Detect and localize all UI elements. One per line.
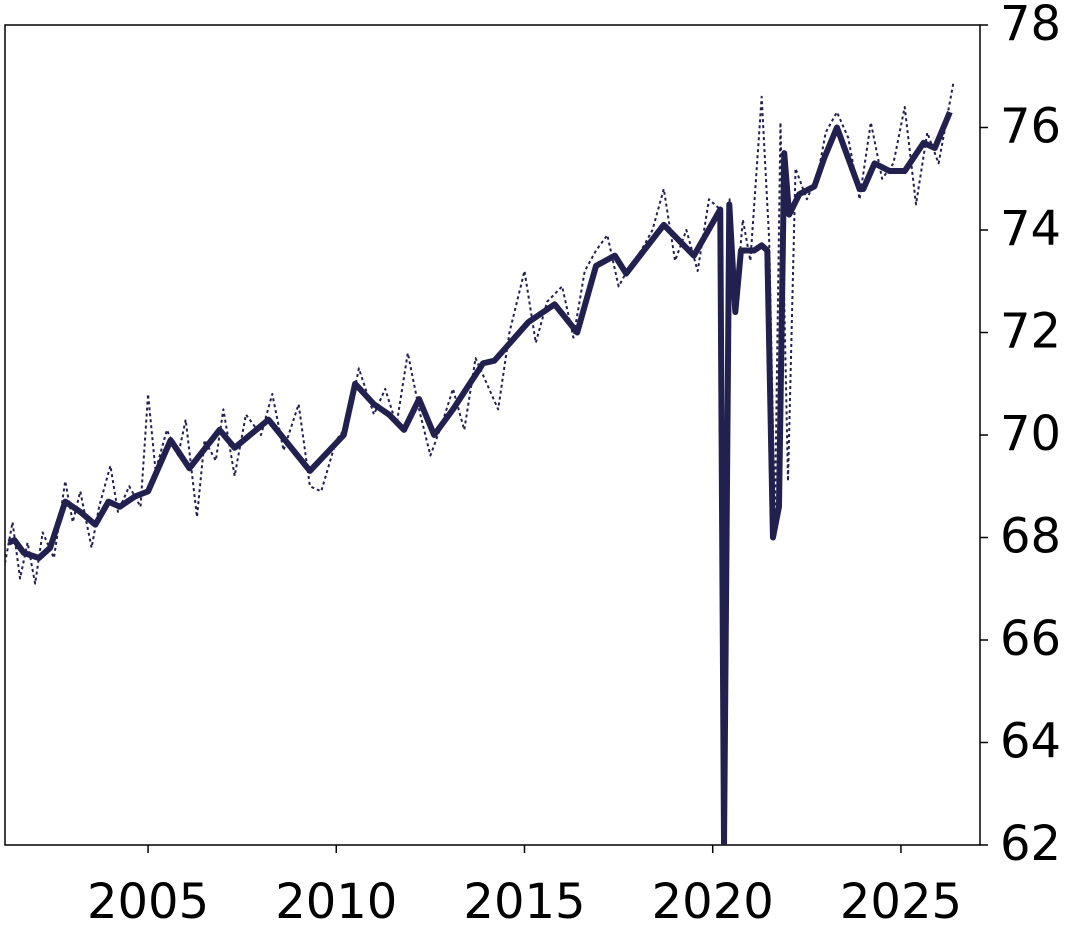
plot-frame bbox=[4, 24, 981, 846]
y-tick-label: 66 bbox=[1000, 611, 1061, 667]
y-tick-label: 78 bbox=[1000, 0, 1061, 52]
y-tick-label: 74 bbox=[1000, 201, 1061, 257]
y-tick-label: 64 bbox=[1000, 714, 1061, 770]
y-tick-label: 72 bbox=[1000, 304, 1061, 360]
y-tick-label: 70 bbox=[1000, 406, 1061, 462]
y-tick-label: 62 bbox=[1000, 816, 1061, 872]
x-tick-label: 2020 bbox=[652, 874, 774, 926]
x-tick-label: 2015 bbox=[463, 874, 585, 926]
series-line bbox=[7, 110, 953, 845]
x-tick-label: 2010 bbox=[275, 874, 397, 926]
y-tick-label: 68 bbox=[1000, 509, 1061, 565]
x-tick-label: 2025 bbox=[840, 874, 962, 926]
y-tick-label: 76 bbox=[1000, 99, 1061, 155]
x-tick-label: 2005 bbox=[87, 874, 209, 926]
series-line bbox=[5, 81, 955, 845]
